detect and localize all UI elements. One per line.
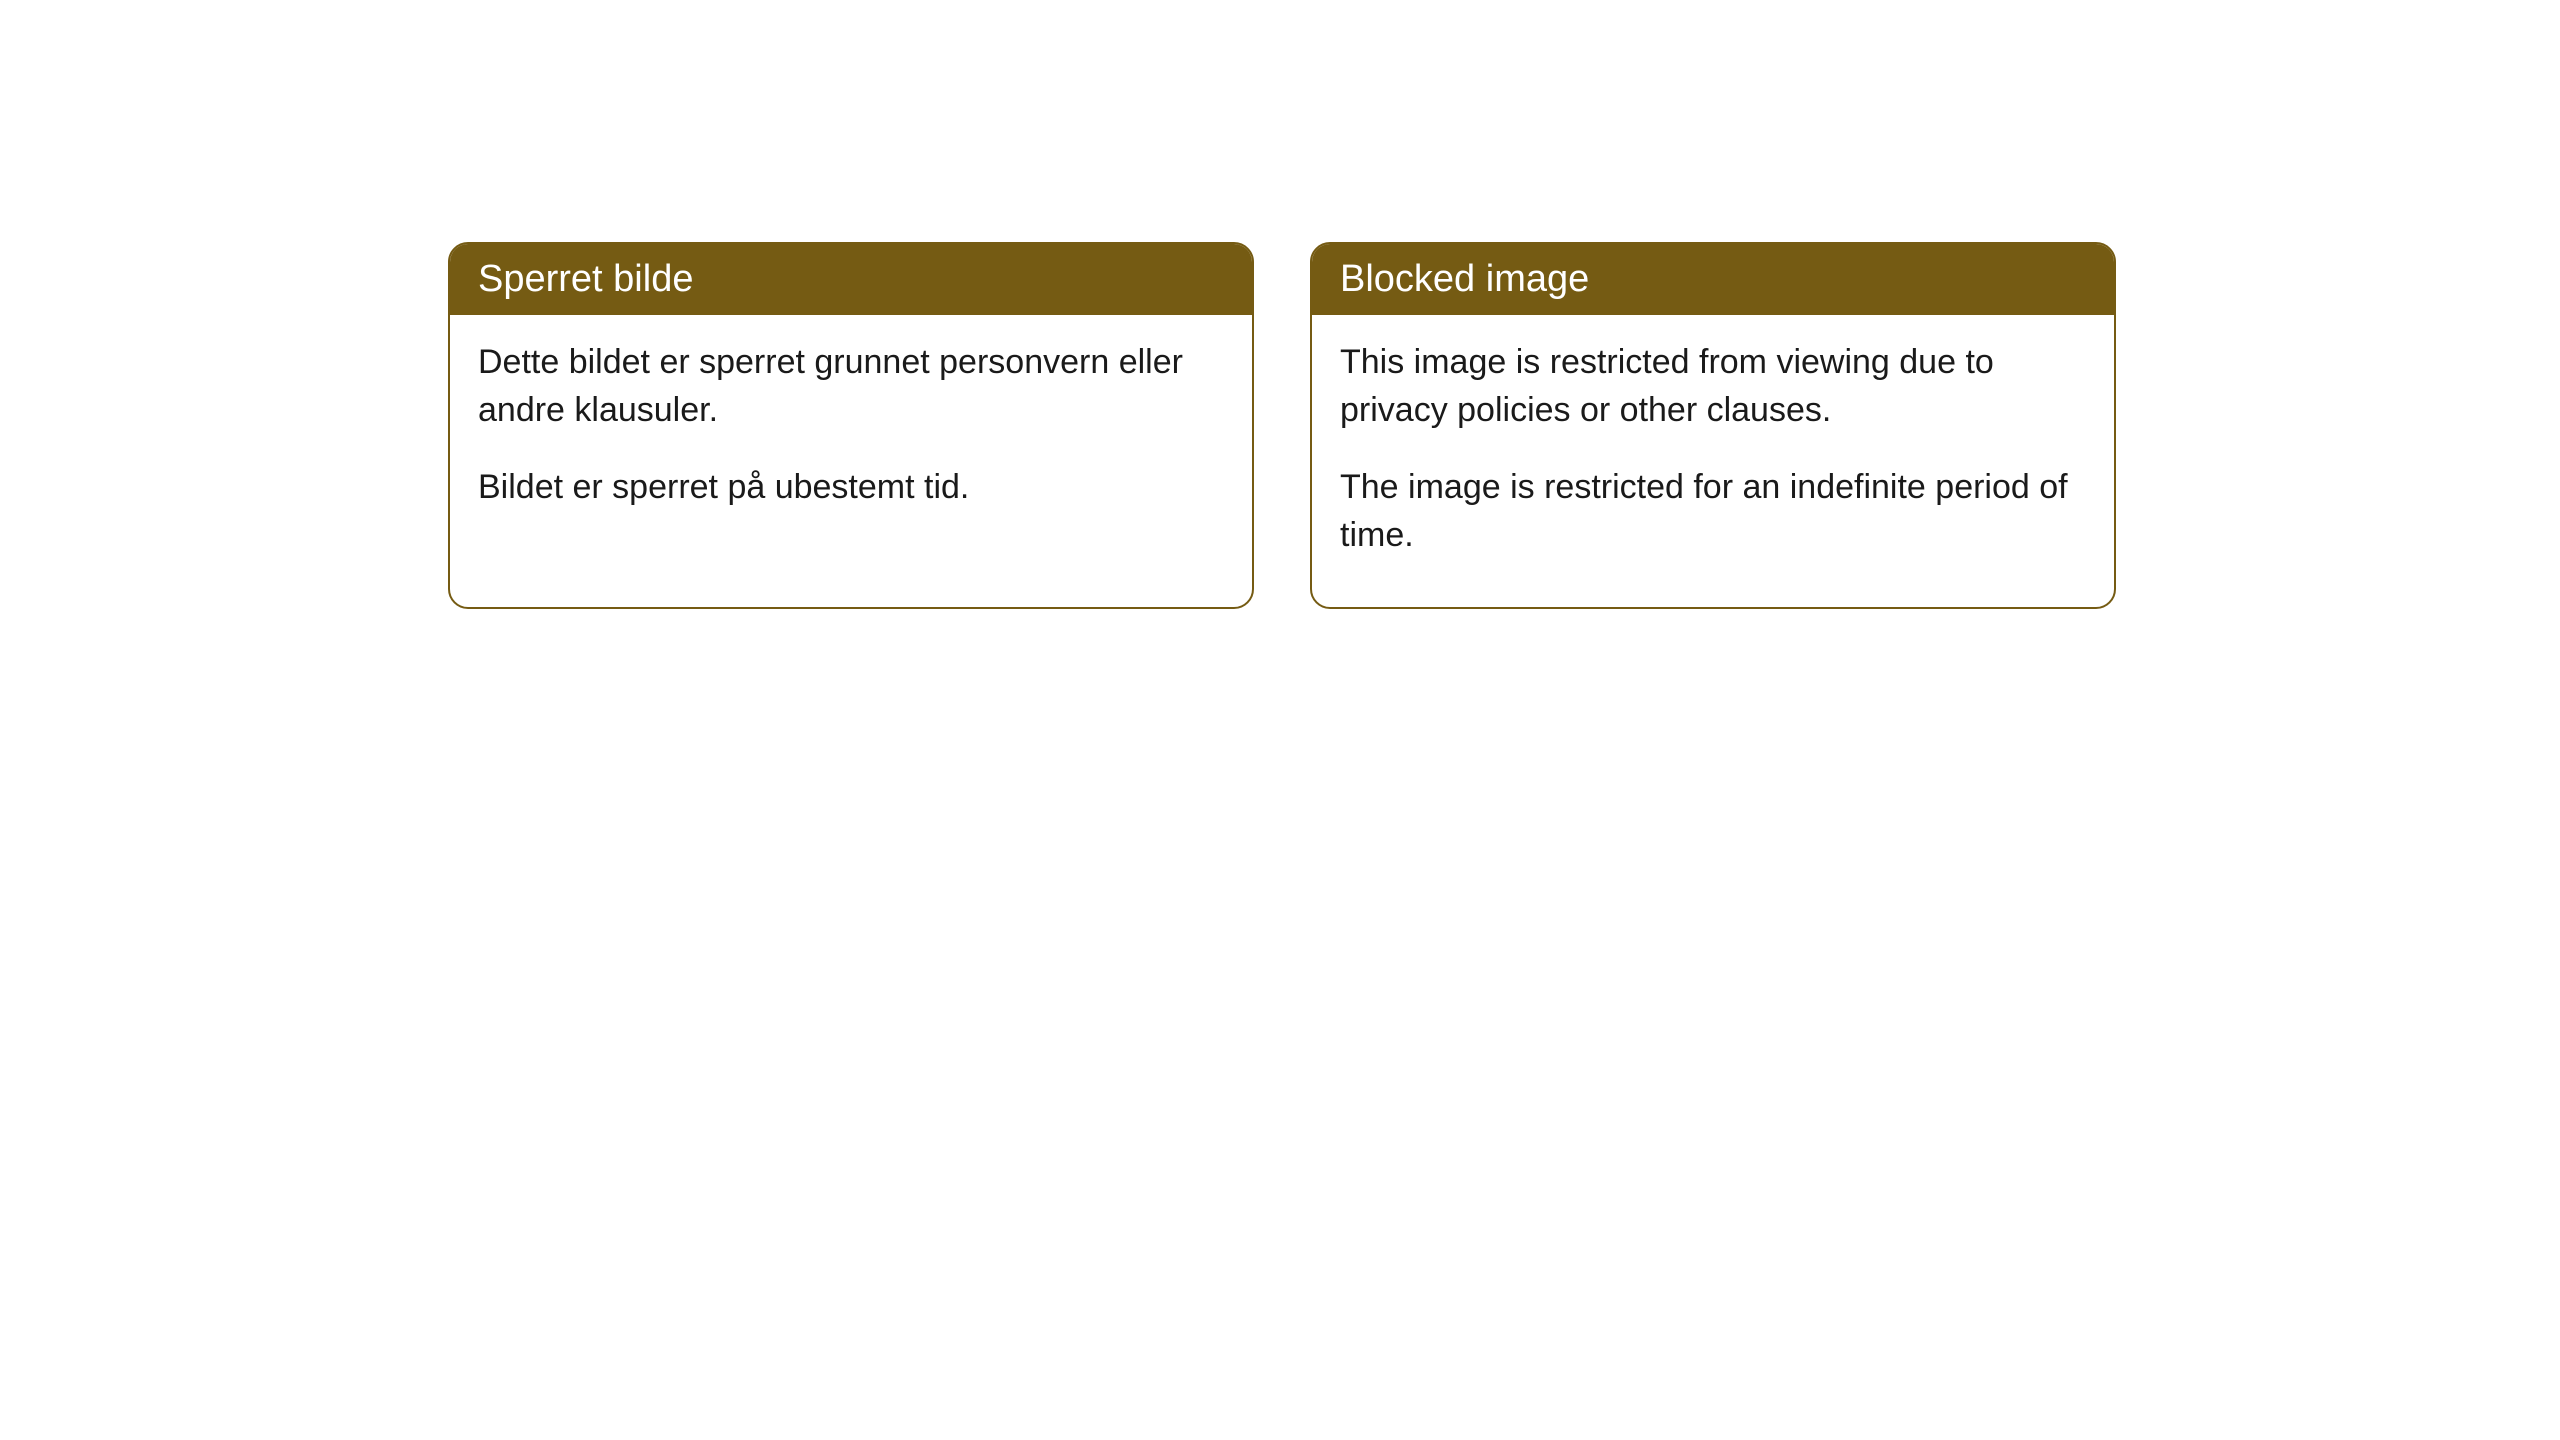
notice-card-english: Blocked image This image is restricted f…	[1310, 242, 2116, 609]
card-text-english-2: The image is restricted for an indefinit…	[1340, 464, 2086, 559]
notice-cards-container: Sperret bilde Dette bildet er sperret gr…	[448, 242, 2116, 609]
card-title-english: Blocked image	[1340, 258, 1589, 300]
card-body-english: This image is restricted from viewing du…	[1312, 315, 2114, 607]
card-body-norwegian: Dette bildet er sperret grunnet personve…	[450, 315, 1252, 560]
card-text-norwegian-1: Dette bildet er sperret grunnet personve…	[478, 339, 1224, 434]
notice-card-norwegian: Sperret bilde Dette bildet er sperret gr…	[448, 242, 1254, 609]
card-header-norwegian: Sperret bilde	[450, 244, 1252, 315]
card-title-norwegian: Sperret bilde	[478, 258, 693, 300]
card-header-english: Blocked image	[1312, 244, 2114, 315]
card-text-norwegian-2: Bildet er sperret på ubestemt tid.	[478, 464, 1224, 512]
card-text-english-1: This image is restricted from viewing du…	[1340, 339, 2086, 434]
